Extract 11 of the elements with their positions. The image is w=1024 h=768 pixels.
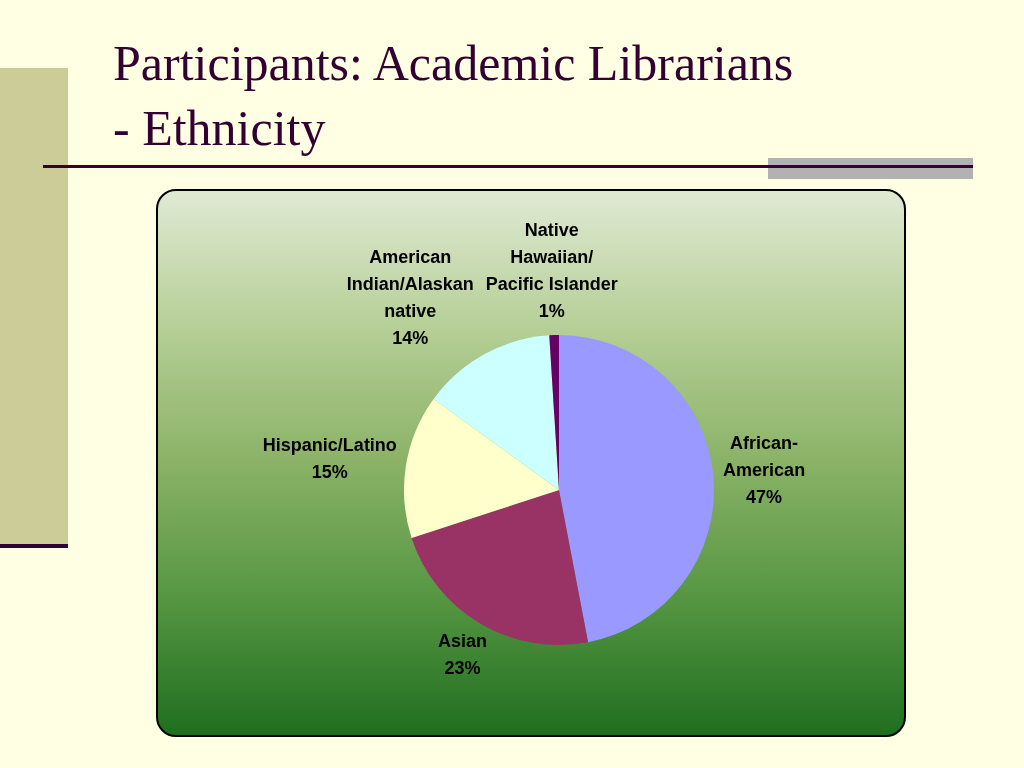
slice-label: Asian [438, 630, 488, 651]
data-label: 1% [538, 300, 565, 321]
slice-label: African-American [723, 432, 806, 480]
data-label: 23% [444, 657, 481, 678]
slice-label: Native Hawaiian/Pacific Islander [485, 219, 618, 294]
data-label: 14% [392, 327, 429, 348]
data-label: 15% [311, 462, 348, 483]
chart-title: Participants: Academic Librarians - Ethnicity [113, 34, 795, 158]
slice-label: American Indian/Alaskan native [346, 246, 474, 321]
slice-label: Hispanic/Latino [262, 435, 397, 456]
data-label: 47% [746, 486, 783, 507]
